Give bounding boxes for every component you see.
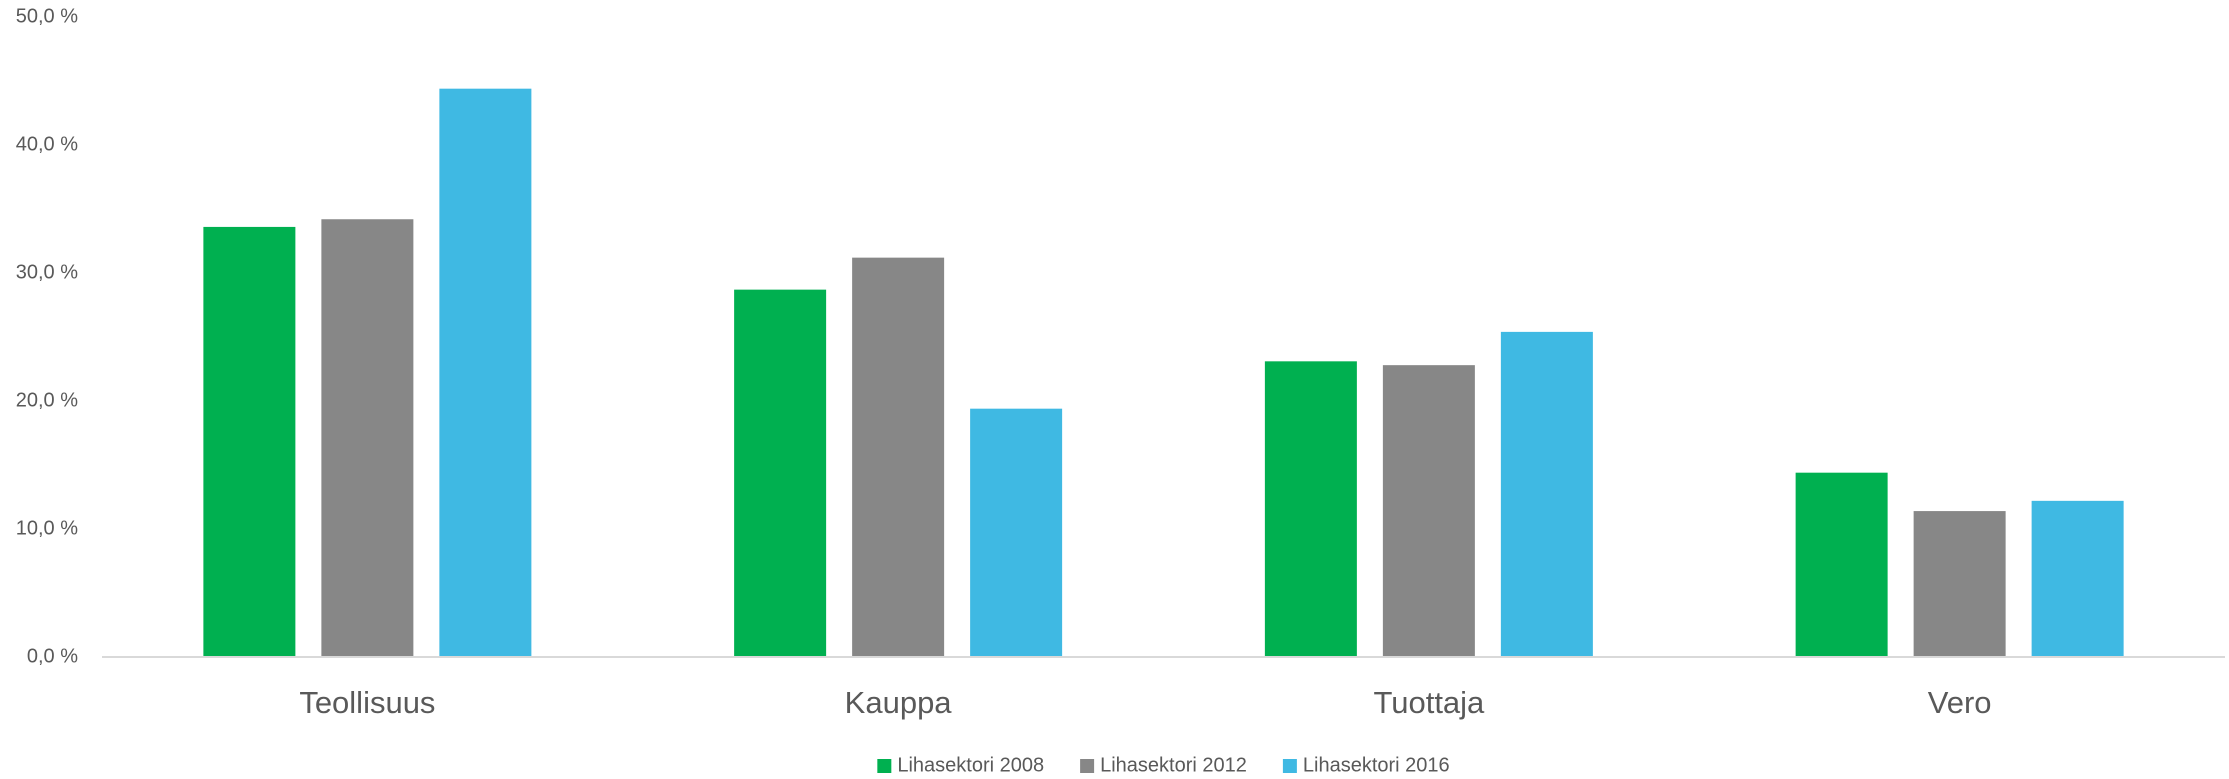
- bar: [852, 257, 945, 657]
- y-tick-label: 0,0 %: [27, 645, 78, 667]
- y-tick-label: 40,0 %: [16, 133, 78, 155]
- x-tick-label: Tuottaja: [1373, 685, 1485, 720]
- bar: [1795, 472, 1888, 657]
- x-tick-label: Teollisuus: [299, 685, 435, 720]
- legend-swatch: [1282, 759, 1297, 773]
- bar: [1382, 365, 1475, 657]
- bar: [970, 408, 1063, 657]
- y-tick-label: 10,0 %: [16, 517, 78, 539]
- legend-label: Lihasektori 2012: [1100, 754, 1247, 776]
- y-tick-label: 20,0 %: [16, 389, 78, 411]
- bar: [203, 226, 296, 658]
- legend-swatch: [877, 759, 892, 773]
- y-tick-label: 50,0 %: [16, 5, 78, 27]
- bar: [734, 289, 827, 657]
- x-tick-label: Vero: [1928, 685, 1992, 720]
- x-tick-label: Kauppa: [845, 685, 953, 720]
- bar: [1264, 361, 1357, 657]
- legend-swatch: [1080, 759, 1095, 773]
- bar: [2031, 500, 2124, 657]
- bar: [1500, 331, 1593, 657]
- bar: [439, 88, 532, 658]
- bar: [321, 219, 414, 658]
- y-tick-label: 30,0 %: [16, 261, 78, 283]
- bar: [1913, 511, 2006, 657]
- legend-label: Lihasektori 2008: [897, 754, 1044, 776]
- legend-label: Lihasektori 2016: [1303, 754, 1450, 776]
